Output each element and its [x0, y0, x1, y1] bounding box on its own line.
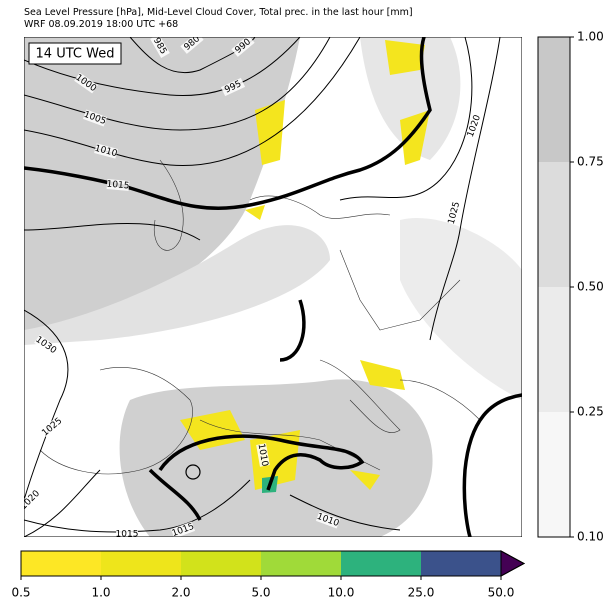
- cloud-area: [360, 37, 461, 160]
- colorbar-segment: [181, 551, 262, 576]
- cloud-area: [24, 37, 300, 330]
- isobar-label-bg: [82, 109, 108, 127]
- colorbar-segment: [538, 162, 570, 287]
- tick-label: 2.0: [171, 586, 190, 600]
- colorbar-segment: [421, 551, 502, 576]
- colorbar-segment: [538, 412, 570, 537]
- tick-label: 0.25: [577, 405, 604, 419]
- cloud-colorbar: 0.10 0.25 0.50 0.75 1.00: [537, 30, 604, 544]
- marker: [185, 464, 201, 480]
- title-line1: Sea Level Pressure [hPa], Mid-Level Clou…: [24, 7, 413, 18]
- isobar-label: 1015: [106, 180, 130, 192]
- cloud-area: [24, 225, 330, 345]
- isobar-label-bg: [150, 37, 170, 59]
- isobar-label-bg: [74, 72, 98, 94]
- isobar-label-bg: [34, 334, 58, 356]
- tick-label: 5.0: [251, 586, 270, 600]
- tick-label: 1.00: [577, 30, 604, 44]
- time-label: 14 UTC Wed: [36, 47, 115, 62]
- colorbar-segment: [341, 551, 422, 576]
- isobar-label-bg: [94, 143, 118, 159]
- isobar-1015: [24, 37, 522, 537]
- colorbar-segment: [261, 551, 342, 576]
- tick-label: 25.0: [408, 586, 435, 600]
- colorbar-segment: [538, 37, 570, 162]
- isobar-label-bg: [170, 521, 196, 537]
- coastlines: [39, 159, 481, 475]
- isobar-label-bg: [116, 529, 138, 537]
- tick-label: 0.5: [11, 586, 30, 600]
- colorbar-segment: [21, 551, 102, 576]
- time-box: [28, 42, 122, 65]
- isobar-label: 1010: [256, 443, 270, 468]
- isobar-label: 1015: [116, 530, 139, 540]
- tick-label: 0.50: [577, 280, 604, 294]
- tick-label: 10.0: [328, 586, 355, 600]
- isobar-label-bg: [106, 179, 130, 191]
- tick-label: 1.0: [91, 586, 110, 600]
- isobar-label-bg: [465, 113, 483, 139]
- colorbar-segment: [538, 287, 570, 412]
- isobar-label-bg: [446, 201, 462, 225]
- tick-label: 0.75: [577, 155, 604, 169]
- colorbar-frame: [20, 550, 526, 577]
- tick-label: 0.10: [577, 530, 604, 544]
- isobar-label-bg: [231, 37, 255, 57]
- cloud-area: [400, 218, 522, 400]
- isobar-label-bg: [315, 511, 341, 529]
- isobar-label-bg: [40, 416, 64, 438]
- tick-label: 50.0: [488, 586, 515, 600]
- isobar-label-bg: [180, 37, 204, 54]
- colorbar-segment: [101, 551, 182, 576]
- title-line2: WRF 08.09.2019 18:00 UTC +68: [24, 19, 178, 30]
- isobars: [24, 37, 501, 537]
- isobar-label-bg: [220, 77, 246, 97]
- precip-colorbar: 0.5 1.0 2.0 5.0 10.0 25.0 50.0: [11, 550, 526, 600]
- colorbar-extend: [500, 550, 526, 577]
- isobar-label-bg: [256, 443, 270, 467]
